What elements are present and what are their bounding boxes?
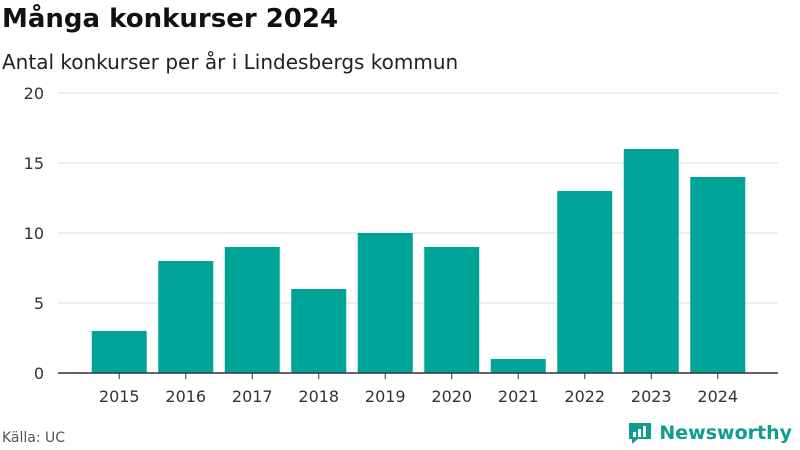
bar: [424, 247, 480, 373]
bars: [91, 149, 746, 373]
x-tick-label: 2017: [232, 387, 273, 406]
bar: [224, 247, 280, 373]
x-tick-label: 2018: [298, 387, 339, 406]
newsworthy-logo-icon: [629, 423, 652, 444]
x-tick-label: 2021: [498, 387, 539, 406]
y-tick-label: 5: [34, 294, 44, 313]
x-tick-label: 2015: [99, 387, 140, 406]
bar: [291, 289, 347, 373]
bar: [357, 233, 413, 373]
x-tick-label: 2023: [631, 387, 672, 406]
bar: [557, 191, 613, 373]
x-tick-label: 2019: [365, 387, 406, 406]
bar: [158, 261, 214, 373]
brand-logo: Newsworthy: [627, 420, 792, 446]
x-tick-label: 2024: [697, 387, 738, 406]
bar: [91, 331, 147, 373]
y-tick-label: 10: [24, 224, 44, 243]
y-tick-label: 0: [34, 364, 44, 383]
y-tick-label: 15: [24, 154, 44, 173]
x-tick-label: 2020: [431, 387, 472, 406]
bar: [623, 149, 679, 373]
brand-name: Newsworthy: [659, 422, 792, 444]
bar: [490, 359, 546, 373]
chart-title: Många konkurser 2024: [2, 4, 339, 34]
x-axis-ticks: 2015 2016 2017 2018 2019 2020 2021 2022 2023 2024: [99, 373, 738, 406]
y-axis-ticks: 0 5 10 15 20: [24, 84, 44, 383]
y-tick-label: 20: [24, 84, 44, 103]
bar: [690, 177, 746, 373]
chart-subtitle: Antal konkurser per år i Lindesbergs kom…: [2, 50, 459, 74]
x-tick-label: 2022: [564, 387, 605, 406]
x-tick-label: 2016: [165, 387, 206, 406]
source-note: Källa: UC: [2, 430, 66, 446]
